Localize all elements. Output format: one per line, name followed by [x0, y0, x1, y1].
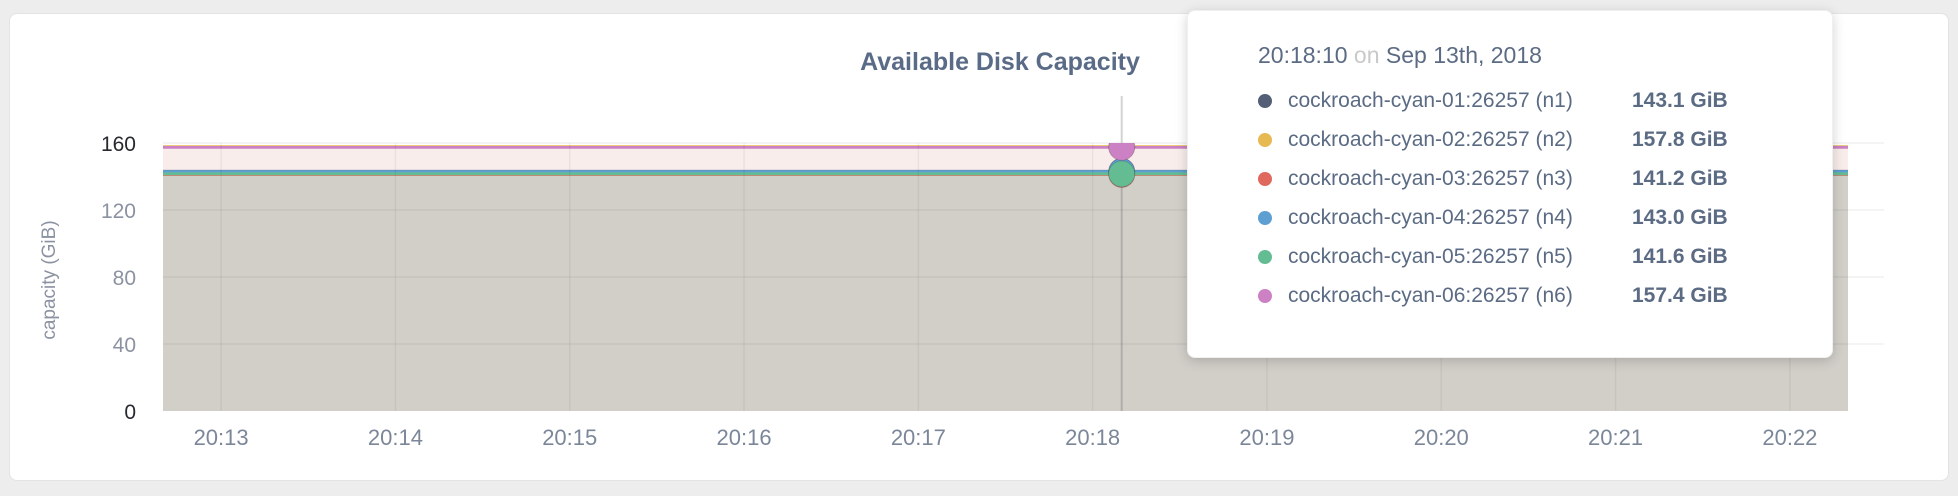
series-name: cockroach-cyan-04:26257 (n4): [1288, 205, 1573, 229]
series-name: cockroach-cyan-06:26257 (n6): [1288, 283, 1573, 307]
series-color-dot: [1258, 171, 1272, 186]
hover-markers: [1108, 143, 1136, 188]
x-tick-label: 20:16: [717, 425, 772, 450]
x-tick-label: 20:13: [194, 425, 249, 450]
y-tick-label: 40: [113, 334, 136, 357]
series-value: 141.6 GiB: [1632, 244, 1728, 268]
x-tick-label: 20:15: [542, 425, 597, 450]
y-tick-label: 0: [124, 401, 136, 424]
x-tick-label: 20:22: [1762, 425, 1817, 450]
x-tick-label: 20:17: [891, 425, 946, 450]
tooltip-series-row: cockroach-cyan-04:26257 (n4) 143.0 GiB: [1258, 198, 1792, 237]
tooltip-series-row: cockroach-cyan-03:26257 (n3) 141.2 GiB: [1258, 159, 1792, 198]
series-name: cockroach-cyan-01:26257 (n1): [1288, 88, 1573, 112]
tooltip-separator: on: [1353, 42, 1380, 68]
series-value: 157.4 GiB: [1632, 283, 1728, 307]
tooltip-series-row: cockroach-cyan-02:26257 (n2) 157.8 GiB: [1258, 120, 1792, 159]
hover-marker-n6: [1108, 143, 1136, 161]
series-value: 157.8 GiB: [1632, 127, 1728, 151]
x-tick-label: 20:18: [1065, 425, 1120, 450]
series-color-dot: [1258, 210, 1272, 225]
y-tick-label: 160: [101, 133, 136, 156]
hover-marker-n5: [1108, 160, 1136, 188]
series-value: 143.1 GiB: [1632, 88, 1728, 112]
y-tick-label: 80: [113, 267, 136, 290]
series-name: cockroach-cyan-02:26257 (n2): [1288, 127, 1573, 151]
tooltip-time: 20:18:10: [1258, 42, 1348, 68]
hover-tooltip: 20:18:10 on Sep 13th, 2018 cockroach-cya…: [1187, 10, 1833, 358]
x-tick-label: 20:21: [1588, 425, 1643, 450]
x-tick-label: 20:14: [368, 425, 423, 450]
series-color-dot: [1258, 249, 1272, 264]
series-name: cockroach-cyan-05:26257 (n5): [1288, 244, 1573, 268]
series-value: 141.2 GiB: [1632, 166, 1728, 190]
chart-title: Available Disk Capacity: [860, 48, 1140, 76]
series-value: 143.0 GiB: [1632, 205, 1728, 229]
x-tick-label: 20:20: [1414, 425, 1469, 450]
y-tick-label: 120: [101, 200, 136, 223]
tooltip-series-row: cockroach-cyan-06:26257 (n6) 157.4 GiB: [1258, 276, 1792, 315]
tooltip-series-list: cockroach-cyan-01:26257 (n1) 143.1 GiB c…: [1258, 81, 1792, 315]
tooltip-series-row: cockroach-cyan-05:26257 (n5) 141.6 GiB: [1258, 237, 1792, 276]
x-tick-label: 20:19: [1239, 425, 1294, 450]
tooltip-date: Sep 13th, 2018: [1385, 42, 1542, 68]
tooltip-series-row: cockroach-cyan-01:26257 (n1) 143.1 GiB: [1258, 81, 1792, 120]
series-name: cockroach-cyan-03:26257 (n3): [1288, 166, 1573, 190]
series-color-dot: [1258, 288, 1272, 303]
series-color-dot: [1258, 93, 1272, 108]
series-color-dot: [1258, 132, 1272, 147]
tooltip-timestamp: 20:18:10 on Sep 13th, 2018: [1258, 39, 1792, 71]
